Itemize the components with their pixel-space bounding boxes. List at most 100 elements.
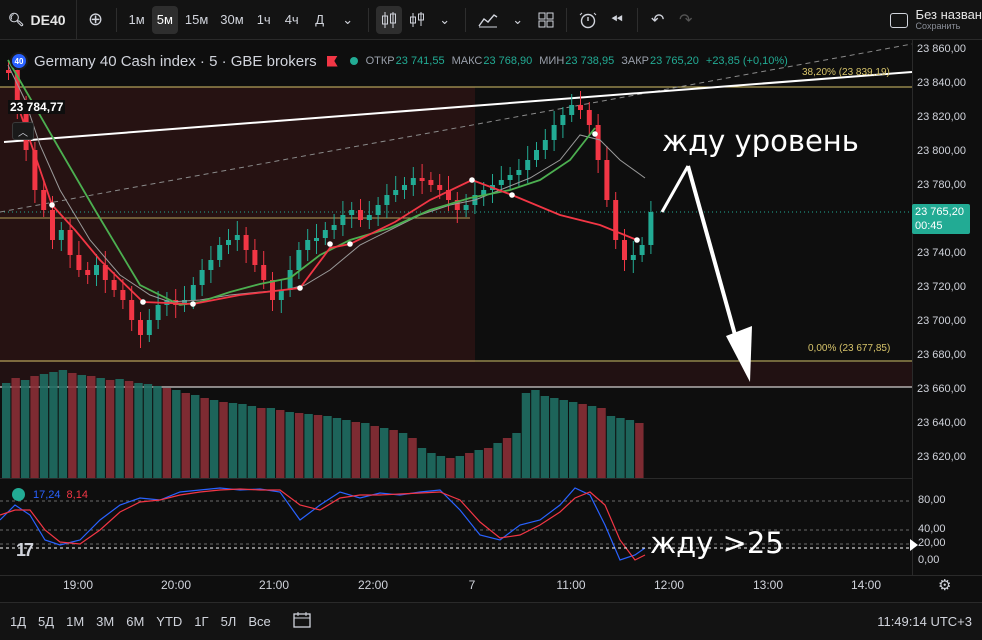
price-label: 23 720,00 — [917, 281, 966, 293]
volume-bar — [68, 373, 77, 478]
collapse-legend-chevron-icon[interactable]: ︿ — [12, 122, 34, 140]
range-ytd[interactable]: YTD — [156, 614, 183, 629]
annotation-text-level[interactable]: жду уровень — [662, 124, 859, 158]
interval-1m[interactable]: 1м — [128, 12, 145, 27]
volume-bar — [332, 418, 342, 478]
osc-axis-label: 40,00 — [918, 523, 946, 535]
candle-body — [507, 175, 513, 180]
annotation-arrow-stem[interactable] — [660, 165, 690, 213]
volume-bar — [143, 384, 153, 478]
change-value: +23,85 (+0,10%) — [705, 55, 788, 67]
interval-15m[interactable]: 15м — [184, 12, 209, 27]
candle-body — [410, 178, 416, 185]
volume-bar — [380, 428, 389, 478]
price-label: 23 780,00 — [917, 179, 966, 191]
range-5y[interactable]: 5Л — [220, 614, 237, 629]
volume-bar — [342, 420, 351, 478]
candle-body — [613, 200, 619, 240]
clock-timezone[interactable]: 11:49:14 UTC+3 — [877, 614, 972, 629]
dashed-trendline[interactable] — [0, 43, 913, 213]
range-5d[interactable]: 5Д — [38, 614, 55, 629]
candle-body — [155, 305, 161, 320]
alert-icon[interactable] — [574, 6, 602, 34]
range-1y[interactable]: 1Г — [194, 614, 209, 629]
volume-bar — [2, 383, 11, 478]
oscillator-alarm-icon[interactable] — [12, 488, 25, 501]
fullscreen-icon[interactable] — [889, 12, 908, 28]
flag-icon[interactable] — [326, 55, 338, 67]
candle-body — [234, 235, 240, 240]
volume-bar — [512, 433, 521, 478]
price-chart[interactable] — [0, 40, 982, 608]
interval-30m[interactable]: 30м — [220, 12, 244, 27]
save-status[interactable]: Сохранить — [915, 21, 961, 32]
candle-body — [102, 265, 108, 280]
candle-body — [446, 190, 451, 200]
tradingview-logo-icon[interactable]: 17 — [16, 540, 34, 560]
volume-bar — [635, 423, 644, 478]
volume-bar — [474, 450, 483, 478]
volume-bar — [96, 378, 105, 478]
candle-body — [437, 185, 443, 190]
candle-body — [41, 190, 47, 210]
price-label: 23 660,00 — [917, 383, 966, 395]
add-symbol-icon[interactable]: ⊕ — [88, 9, 104, 29]
candle-body — [516, 170, 522, 175]
range-1m[interactable]: 1М — [66, 614, 85, 629]
low-label: МИН — [539, 55, 565, 67]
volume-bar — [247, 406, 257, 478]
undo-icon[interactable]: ↶ — [651, 11, 665, 29]
volume-bar — [162, 388, 172, 478]
interval-1d[interactable]: Д — [315, 12, 325, 27]
candle-body — [199, 270, 205, 285]
candle-body — [578, 105, 583, 110]
white-trendline[interactable] — [3, 71, 913, 143]
volume-bar — [58, 370, 68, 478]
range-3m[interactable]: 3М — [96, 614, 115, 629]
price-axis[interactable]: 23 860,00 23 840,00 23 820,00 23 800,00 … — [912, 40, 982, 568]
candle-body — [138, 320, 143, 335]
calendar-icon[interactable] — [293, 611, 311, 632]
candles-icon[interactable] — [375, 5, 402, 34]
candle-body — [648, 212, 654, 245]
interval-1h[interactable]: 1ч — [256, 12, 271, 27]
range-all[interactable]: Все — [248, 614, 271, 629]
pivot-point — [634, 237, 640, 243]
symbol-search[interactable]: 🔍︎ DE40 — [0, 0, 77, 40]
symbol-label: DE40 — [30, 11, 66, 28]
volume-bar — [20, 380, 30, 478]
candle-body — [217, 245, 223, 260]
volume-bar — [266, 408, 275, 478]
high-label: МАКС — [451, 55, 483, 67]
candle-body — [358, 210, 363, 220]
annotation-arrow[interactable] — [686, 165, 744, 361]
interval-4h[interactable]: 4ч — [284, 12, 299, 27]
annotation-text-osc[interactable]: жду >25 — [650, 526, 784, 560]
interval-dropdown-chevron-icon[interactable]: ⌄ — [342, 11, 354, 27]
volume-bar — [219, 402, 228, 478]
volume-bars — [2, 370, 644, 478]
candle-body — [270, 280, 275, 300]
osc-level-handle-icon[interactable] — [910, 539, 918, 551]
replay-icon[interactable]: ⏪︎ — [610, 11, 623, 28]
interval-5m[interactable]: 5м — [151, 5, 178, 34]
pivot-point — [469, 177, 475, 183]
candle-body — [569, 105, 575, 115]
volume-bar — [578, 404, 587, 478]
settings-icon[interactable]: ⚙︎ — [938, 577, 952, 594]
symbol-title[interactable]: Germany 40 Cash index · 5 · GBE brokers — [34, 52, 317, 70]
chart-type-chevron-icon[interactable]: ⌄ — [439, 11, 451, 27]
annotation-arrowhead — [726, 326, 752, 382]
volume-bar — [597, 408, 606, 478]
redo-icon[interactable]: ↷ — [679, 11, 693, 29]
time-axis[interactable]: 19:00 20:00 21:00 22:00 7 11:00 12:00 13… — [0, 575, 910, 595]
indicators-chevron-icon[interactable]: ⌄ — [512, 11, 524, 27]
volume-bar — [30, 376, 39, 478]
layout-title[interactable]: Без назван Сохранить — [915, 7, 982, 32]
templates-icon[interactable] — [533, 6, 559, 34]
bars-style-icon[interactable] — [404, 6, 430, 34]
range-6m[interactable]: 6М — [126, 614, 145, 629]
candle-body — [182, 300, 187, 305]
indicators-icon[interactable] — [473, 6, 503, 34]
range-1d[interactable]: 1Д — [10, 614, 27, 629]
